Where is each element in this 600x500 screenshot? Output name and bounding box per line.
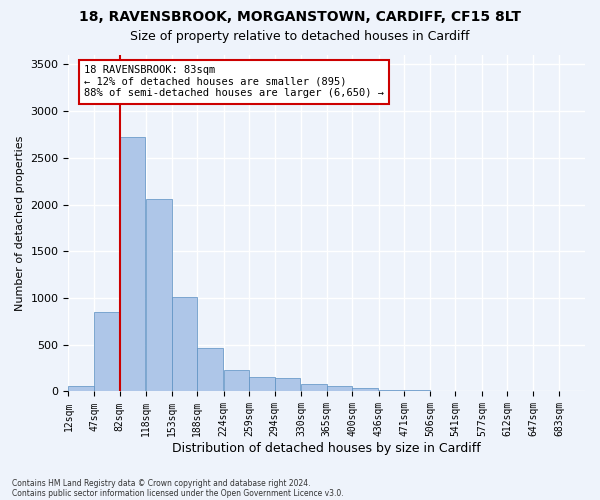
Text: 18 RAVENSBROOK: 83sqm
← 12% of detached houses are smaller (895)
88% of semi-det: 18 RAVENSBROOK: 83sqm ← 12% of detached … <box>84 65 384 98</box>
Bar <box>275 378 301 392</box>
Text: Contains HM Land Registry data © Crown copyright and database right 2024.: Contains HM Land Registry data © Crown c… <box>12 478 311 488</box>
Bar <box>379 390 404 392</box>
X-axis label: Distribution of detached houses by size in Cardiff: Distribution of detached houses by size … <box>172 442 481 455</box>
Bar <box>172 297 197 392</box>
Bar <box>404 390 430 392</box>
Bar <box>68 386 94 392</box>
Y-axis label: Number of detached properties: Number of detached properties <box>15 136 25 311</box>
Bar <box>352 388 378 392</box>
Text: 18, RAVENSBROOK, MORGANSTOWN, CARDIFF, CF15 8LT: 18, RAVENSBROOK, MORGANSTOWN, CARDIFF, C… <box>79 10 521 24</box>
Text: Contains public sector information licensed under the Open Government Licence v3: Contains public sector information licen… <box>12 488 344 498</box>
Bar <box>301 384 327 392</box>
Bar <box>224 370 249 392</box>
Bar <box>119 137 145 392</box>
Bar <box>146 199 172 392</box>
Bar <box>249 378 275 392</box>
Bar <box>94 312 119 392</box>
Bar <box>197 348 223 392</box>
Bar <box>430 390 455 392</box>
Text: Size of property relative to detached houses in Cardiff: Size of property relative to detached ho… <box>130 30 470 43</box>
Bar <box>327 386 352 392</box>
